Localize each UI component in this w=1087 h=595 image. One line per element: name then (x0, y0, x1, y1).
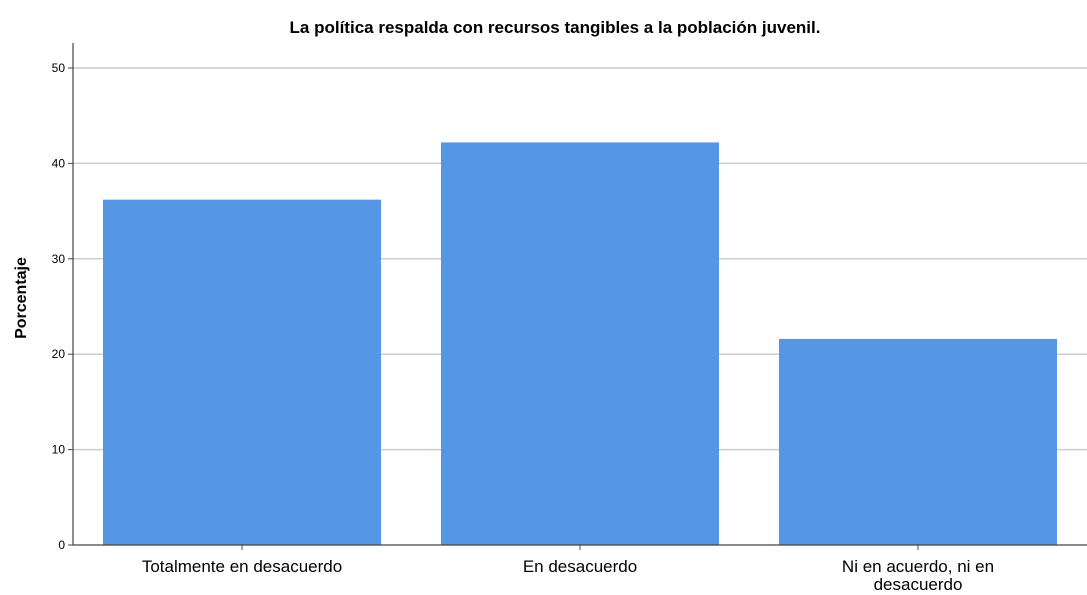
y-tick-label: 40 (52, 156, 66, 170)
bar (779, 338, 1057, 545)
bar (103, 199, 381, 546)
y-tick-labels: 0 10 20 30 40 50 (52, 61, 66, 552)
axes (68, 43, 1087, 550)
x-tick-label: Totalmente en desacuerdo (142, 557, 342, 576)
y-tick-label: 10 (52, 443, 66, 457)
bar (441, 142, 719, 546)
y-tick-label: 20 (52, 347, 66, 361)
x-tick-label: Ni en acuerdo, ni en desacuerdo (842, 557, 994, 594)
bars (103, 142, 1057, 546)
y-tick-label: 30 (52, 252, 66, 266)
y-axis-label: Porcentaje (13, 257, 30, 339)
chart-title: La política respalda con recursos tangib… (290, 18, 821, 37)
x-tick-label: En desacuerdo (523, 557, 637, 576)
x-tick-labels: Totalmente en desacuerdo En desacuerdo Ni … (142, 557, 994, 594)
y-tick-label: 0 (58, 538, 65, 552)
y-tick-label: 50 (52, 61, 66, 75)
